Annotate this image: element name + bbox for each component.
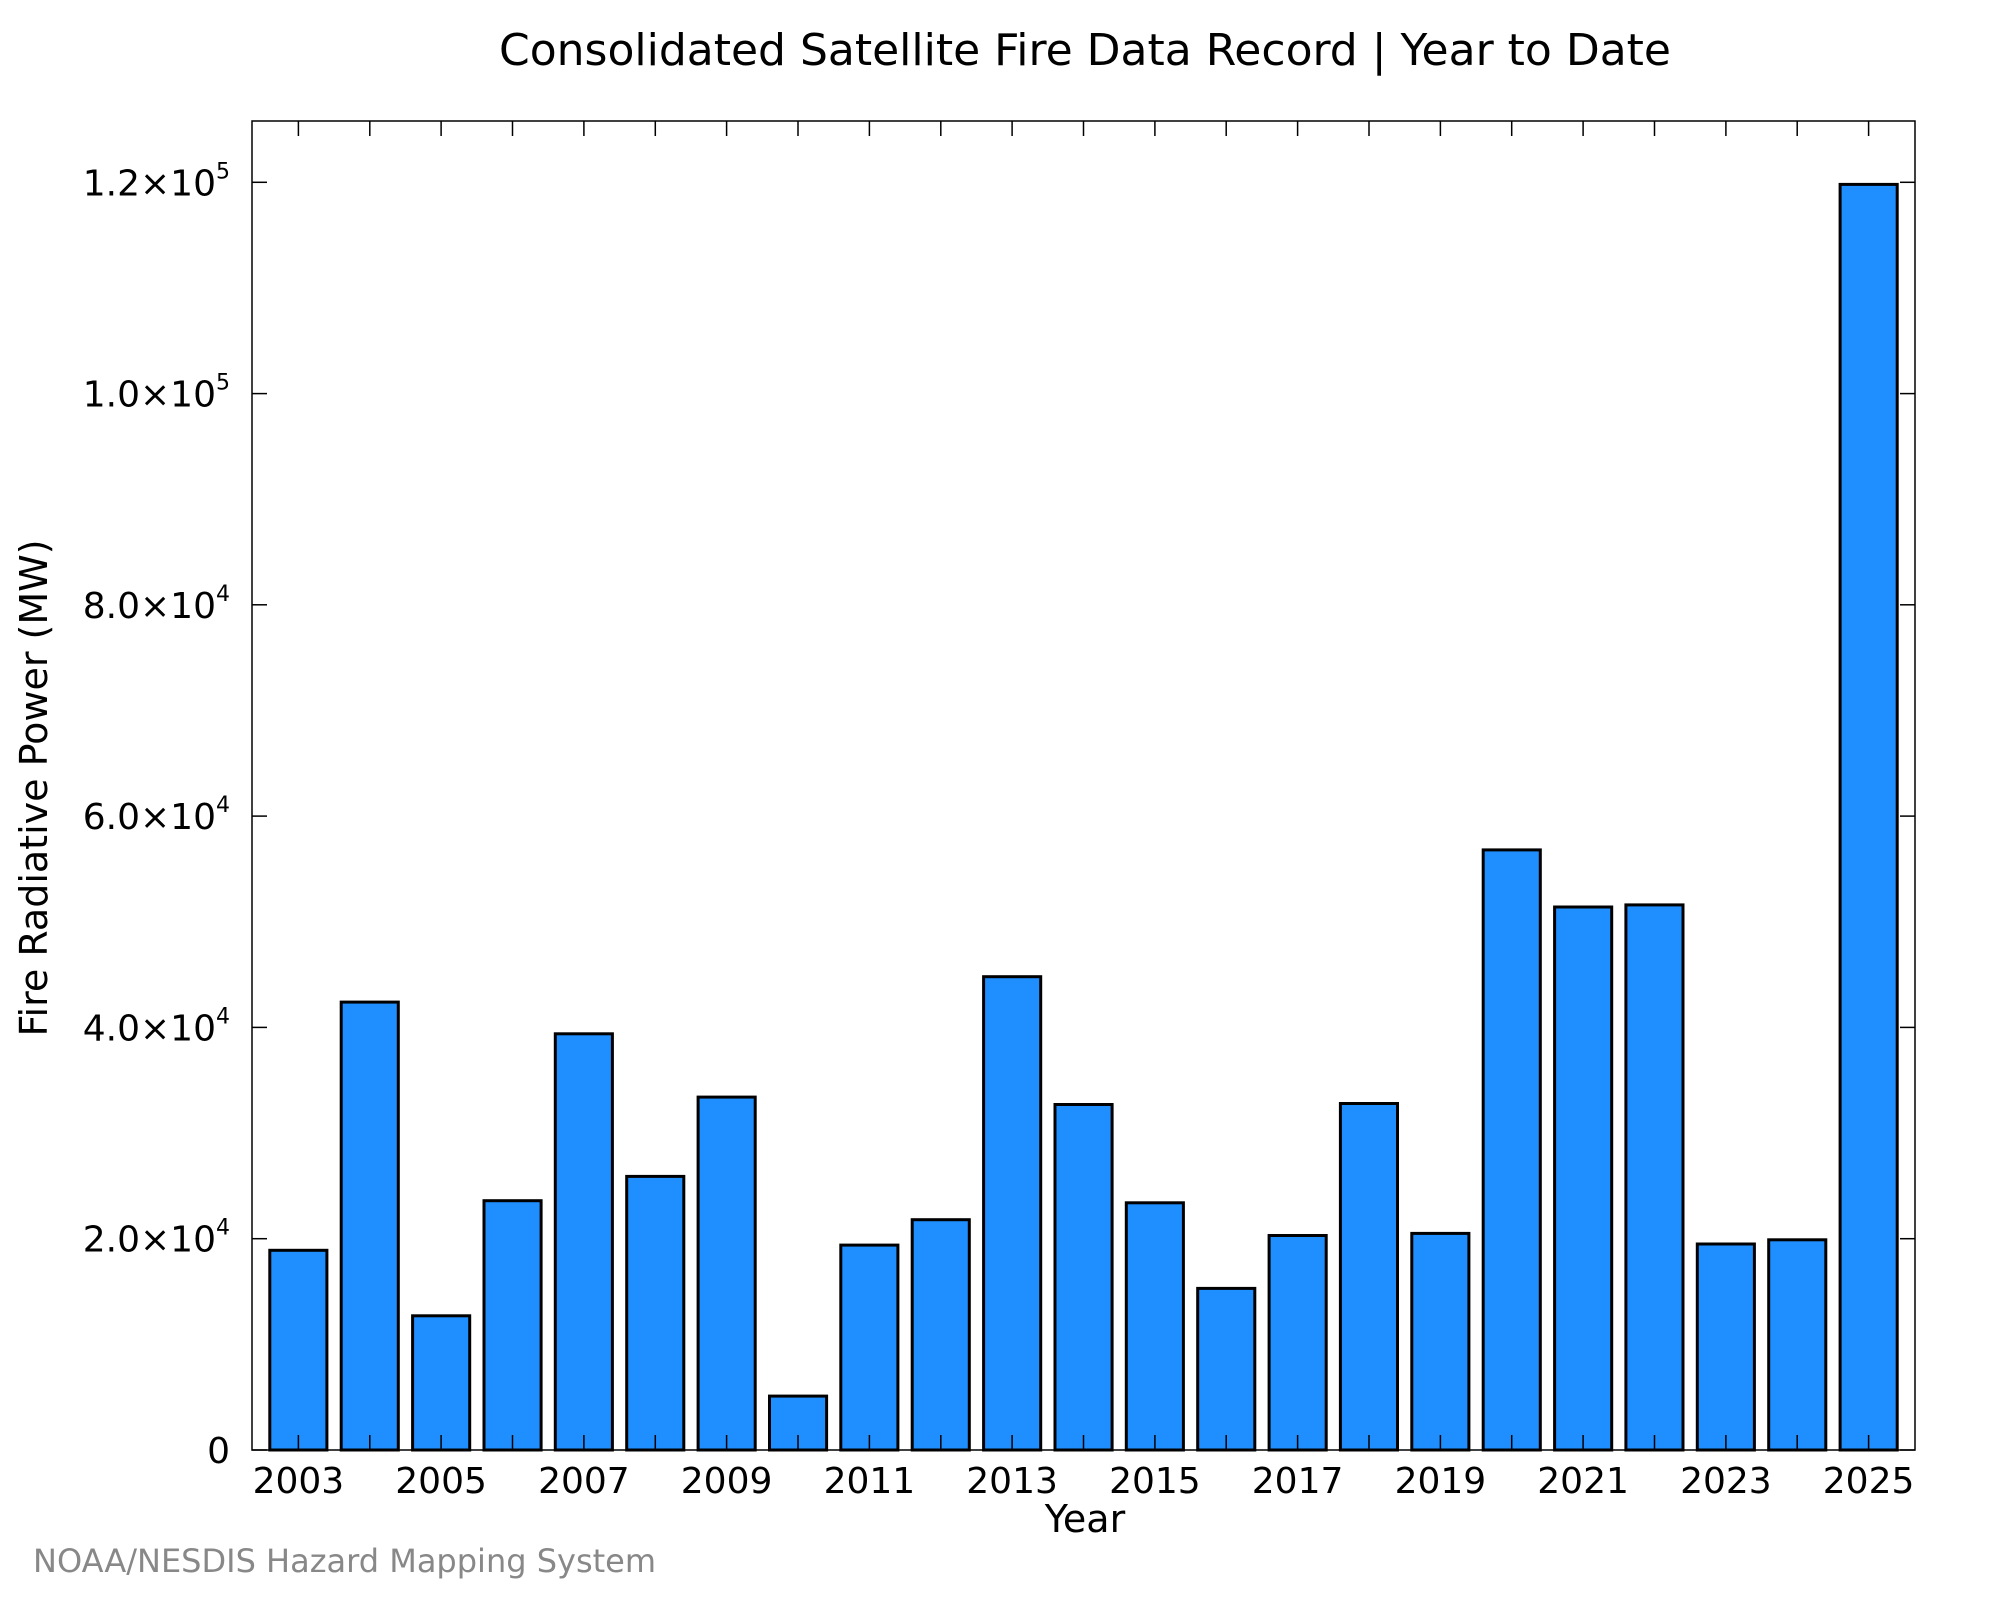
chart-title: Consolidated Satellite Fire Data Record … (499, 25, 1671, 76)
bar-2003 (268, 1248, 329, 1452)
x-tick-label-2007: 2007 (538, 1461, 630, 1502)
y-tick-label-100000: 1.0×105 (83, 371, 230, 416)
bar-2008 (625, 1174, 686, 1452)
bar-2004 (339, 1000, 400, 1452)
x-tick-label-2011: 2011 (824, 1461, 916, 1502)
bar-2007 (553, 1032, 614, 1452)
x-tick-label-2013: 2013 (966, 1461, 1058, 1502)
bar-2011 (839, 1243, 900, 1452)
x-tick-label-2025: 2025 (1823, 1461, 1915, 1502)
y-tick-label-60000: 6.0×104 (83, 793, 230, 838)
x-axis: 2003 2005 2007 2009 2011 2013 2015 2017 2019 2021… (253, 121, 1915, 1502)
x-axis-label: Year (1044, 1497, 1126, 1541)
x-tick-label-2019: 2019 (1395, 1461, 1487, 1502)
bar-2014 (1053, 1103, 1114, 1452)
bar-2005 (411, 1314, 472, 1452)
bar-2006 (482, 1199, 543, 1452)
y-tick-label-0: 0 (207, 1431, 230, 1472)
x-tick-label-2017: 2017 (1252, 1461, 1344, 1502)
bar-2017 (1267, 1234, 1328, 1452)
bar-2023 (1695, 1242, 1756, 1452)
x-tick-label-2005: 2005 (395, 1461, 487, 1502)
bar-2015 (1124, 1201, 1185, 1452)
x-tick-label-2021: 2021 (1537, 1461, 1629, 1502)
bar-2019 (1410, 1231, 1471, 1452)
bar-2020 (1481, 848, 1542, 1452)
x-tick-label-2023: 2023 (1680, 1461, 1772, 1502)
x-tick-label-2015: 2015 (1109, 1461, 1201, 1502)
bar-2018 (1338, 1102, 1400, 1452)
x-tick-label-2009: 2009 (681, 1461, 773, 1502)
bars-layer (268, 182, 1899, 1452)
bar-2016 (1196, 1286, 1257, 1452)
bar-2013 (982, 975, 1043, 1452)
y-axis: 0 2.0×104 4.0×104 6.0×104 8.0×104 1.0×105 1.2×… (83, 159, 1915, 1472)
bar-2024 (1767, 1238, 1828, 1452)
y-tick-label-80000: 8.0×104 (83, 582, 230, 627)
y-tick-label-20000: 2.0×104 (83, 1216, 230, 1261)
y-axis-label: Fire Radiative Power (MW) (12, 539, 56, 1036)
bar-2009 (696, 1095, 757, 1452)
bar-2021 (1553, 905, 1614, 1452)
bar-2025 (1838, 182, 1899, 1452)
bar-2012 (910, 1218, 971, 1452)
x-tick-label-2003: 2003 (253, 1461, 345, 1502)
bar-2022 (1624, 903, 1685, 1452)
credit-text: NOAA/NESDIS Hazard Mapping System (33, 1542, 656, 1580)
y-tick-label-40000: 4.0×104 (83, 1004, 230, 1049)
y-tick-label-120000: 1.2×105 (83, 159, 230, 204)
